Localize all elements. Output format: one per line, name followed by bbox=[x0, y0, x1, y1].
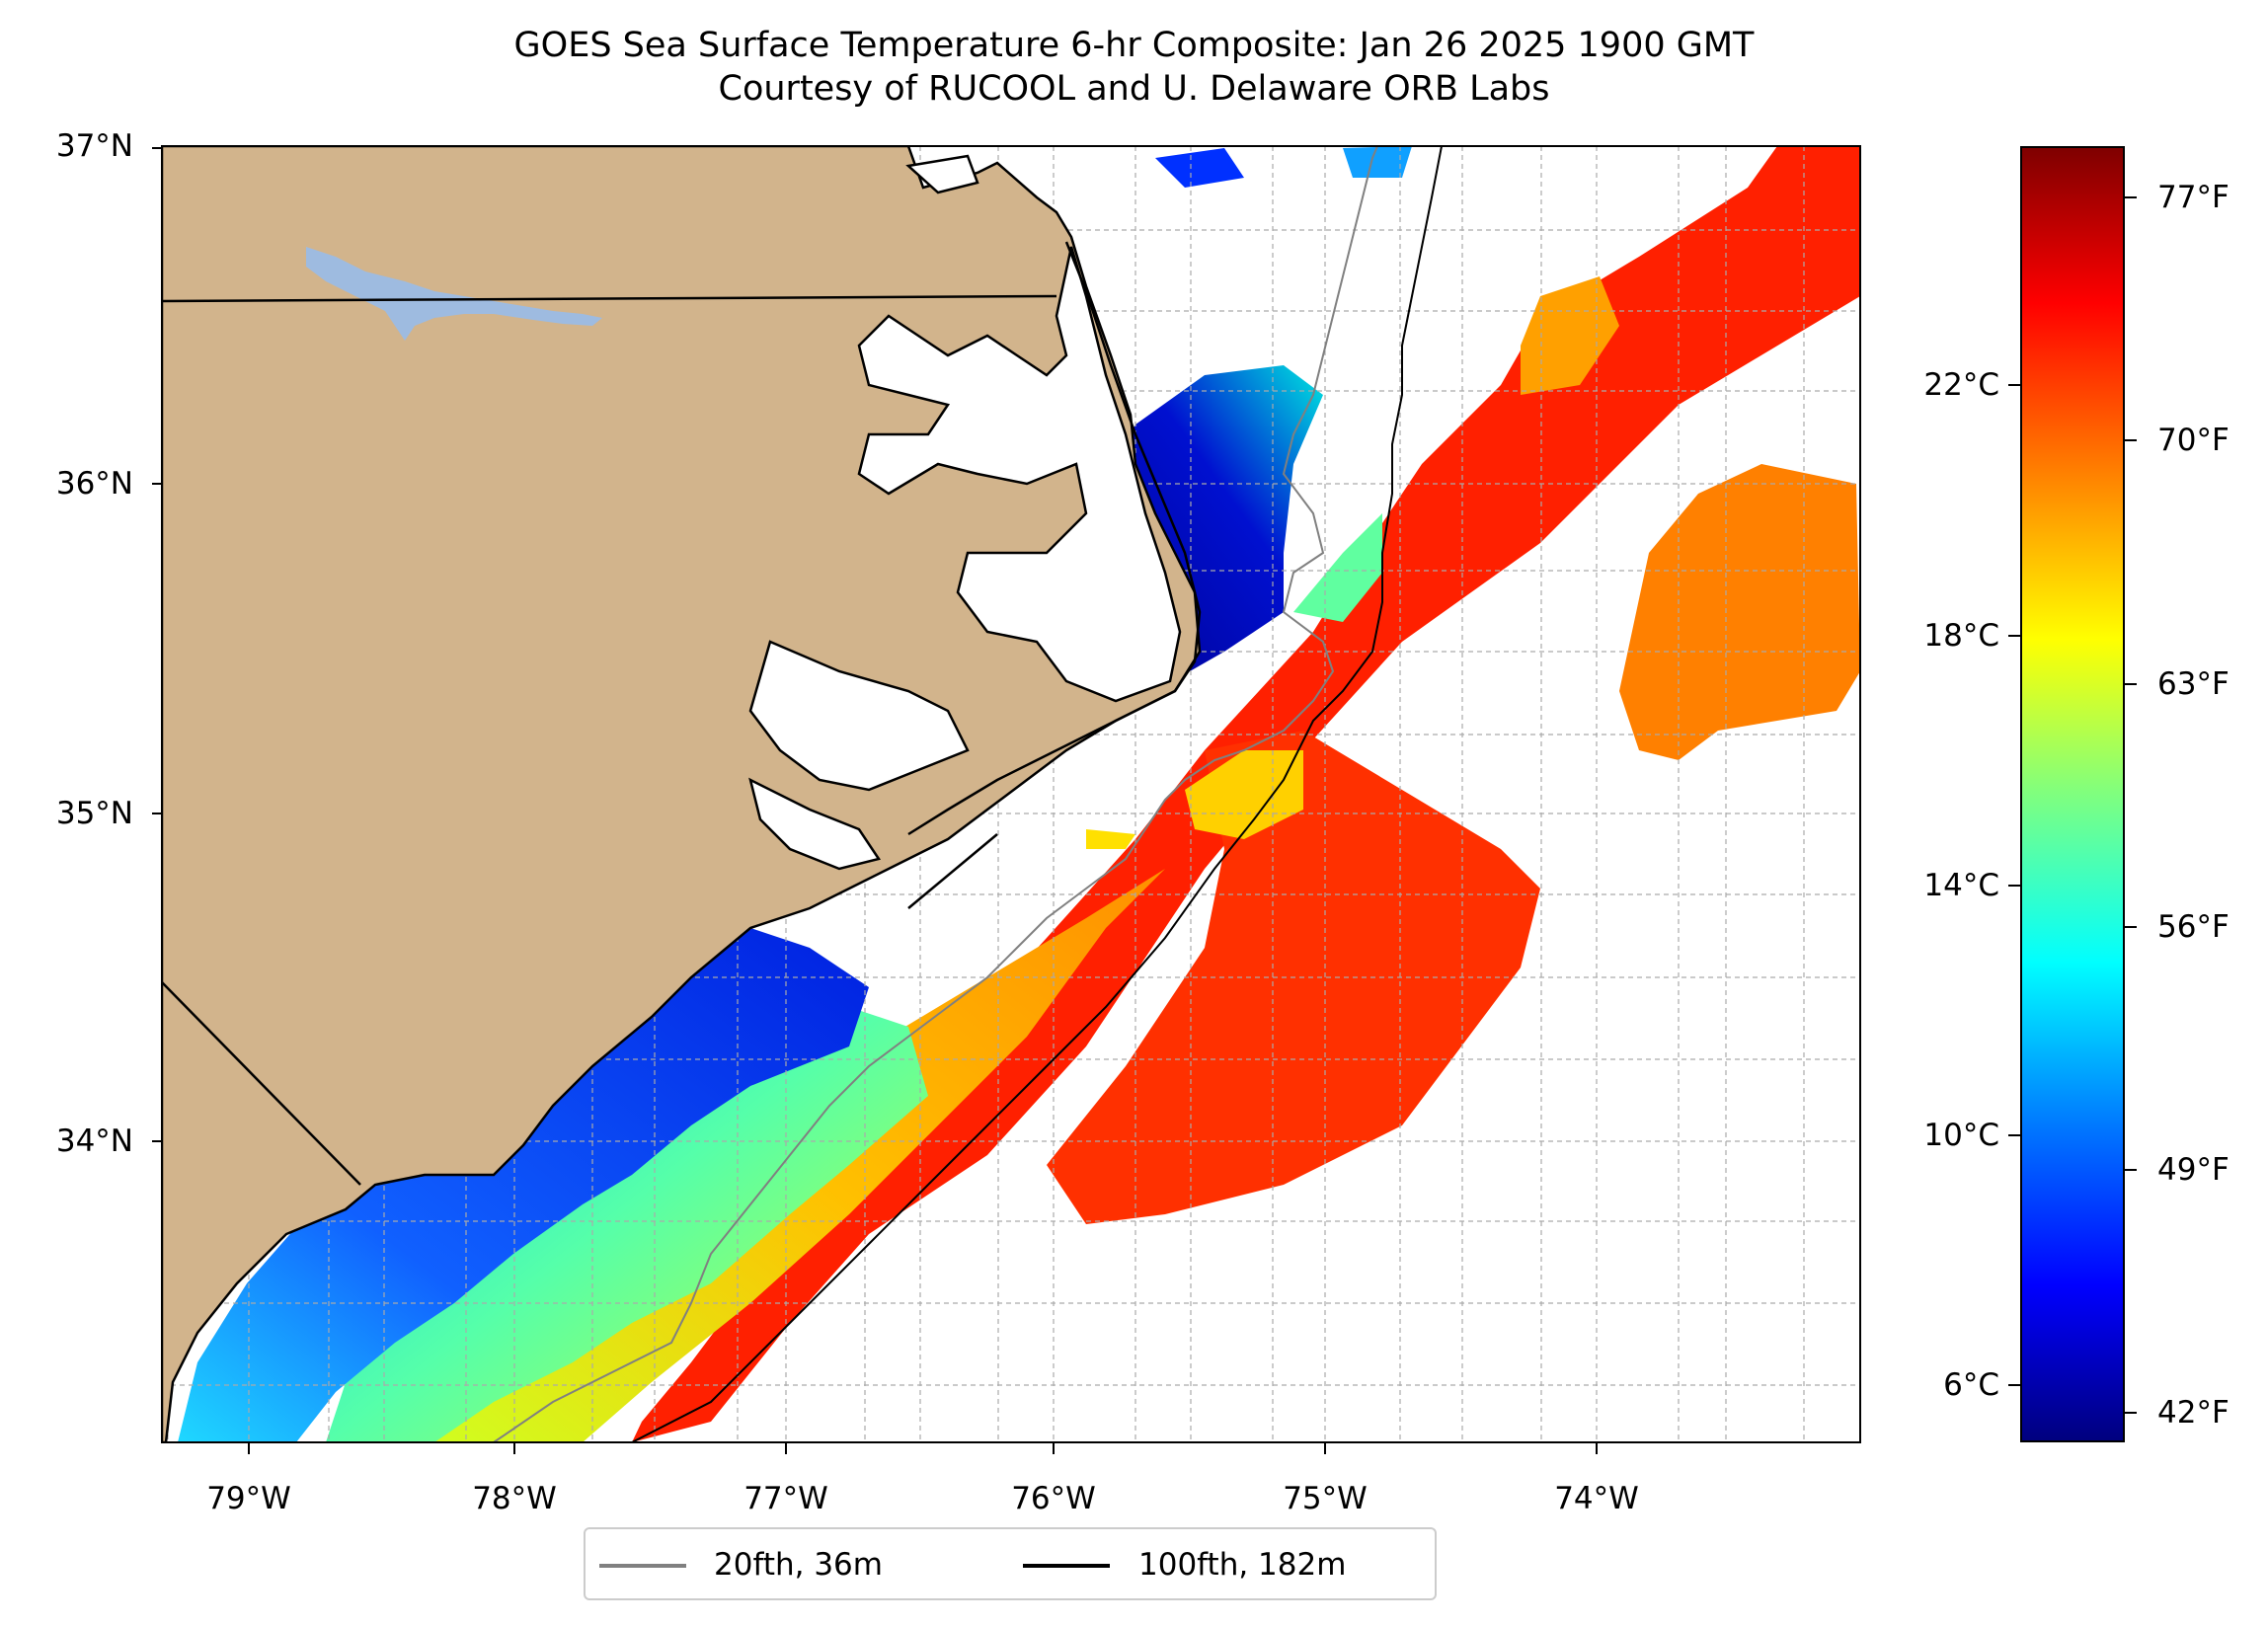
map-frame bbox=[161, 145, 1861, 1443]
isobath-legend: 20fth, 36m 100fth, 182m bbox=[584, 1527, 1437, 1600]
lon-label-77: 77°W bbox=[743, 1481, 828, 1516]
colorbar-tick-c bbox=[2008, 1134, 2020, 1136]
map-title: GOES Sea Surface Temperature 6-hr Compos… bbox=[513, 26, 1755, 65]
legend-swatch-100fth bbox=[1023, 1564, 1110, 1568]
outer-banks bbox=[907, 241, 1202, 836]
outer-banks-green-patch bbox=[1293, 513, 1382, 622]
legend-swatch-20fth bbox=[599, 1564, 686, 1568]
isobath-100fth bbox=[631, 146, 1443, 1442]
warm-eddy-patch bbox=[1619, 464, 1860, 760]
lon-label-78: 78°W bbox=[472, 1481, 557, 1516]
colorbar-label-70f: 70°F bbox=[2157, 423, 2229, 458]
cape-lookout-island bbox=[907, 833, 998, 909]
lon-label-74: 74°W bbox=[1554, 1481, 1639, 1516]
north-cyan-patch bbox=[1343, 146, 1412, 178]
legend-label-100fth: 100fth, 182m bbox=[1138, 1547, 1347, 1583]
isobath-20fth bbox=[493, 146, 1378, 1442]
colorbar-tick-c bbox=[2008, 1384, 2020, 1386]
lat-label-36: 36°N bbox=[55, 466, 133, 502]
map-area bbox=[162, 146, 1860, 1442]
eddy-yellow-patch bbox=[1185, 750, 1303, 839]
lon-label-76: 76°W bbox=[1011, 1481, 1096, 1516]
lat-label-34: 34°N bbox=[55, 1123, 133, 1159]
colorbar-tick-c bbox=[2008, 384, 2020, 386]
lat-label-35: 35°N bbox=[55, 796, 133, 831]
yellow-spot-patch bbox=[1086, 829, 1135, 849]
coastal-blue-patch bbox=[178, 928, 869, 1442]
colorbar-label-14c: 14°C bbox=[1923, 868, 1999, 903]
colorbar-tick-f bbox=[2125, 439, 2137, 441]
colorbar-tick-f bbox=[2125, 1412, 2137, 1414]
northeast-orange-patch bbox=[1521, 276, 1619, 395]
colorbar-label-42f: 42°F bbox=[2157, 1395, 2229, 1431]
inland-waters bbox=[748, 154, 1182, 871]
colorbar-tick-c bbox=[2008, 885, 2020, 887]
colorbar-tick-f bbox=[2125, 196, 2137, 198]
state-borders bbox=[162, 294, 1057, 1186]
colorbar-tick-c bbox=[2008, 635, 2020, 637]
temperature-colorbar bbox=[2020, 146, 2125, 1442]
land-mass bbox=[162, 146, 1202, 1442]
colorbar-label-49f: 49°F bbox=[2157, 1152, 2229, 1188]
lake bbox=[306, 247, 602, 341]
colorbar-label-18c: 18°C bbox=[1923, 618, 1999, 654]
colorbar-label-63f: 63°F bbox=[2157, 666, 2229, 702]
lat-label-37: 37°N bbox=[55, 128, 133, 164]
axis-ticks bbox=[152, 147, 1598, 1454]
midshelf-green-patch bbox=[326, 968, 928, 1442]
colorbar-label-10c: 10°C bbox=[1923, 1118, 1999, 1153]
legend-label-20fth: 20fth, 36m bbox=[714, 1547, 883, 1583]
colorbar-label-6c: 6°C bbox=[1943, 1367, 1999, 1403]
colorbar-label-56f: 56°F bbox=[2157, 909, 2229, 945]
lon-label-75: 75°W bbox=[1283, 1481, 1368, 1516]
colorbar-tick-f bbox=[2125, 926, 2137, 928]
colorbar-label-22c: 22°C bbox=[1923, 367, 1999, 403]
colorbar-tick-f bbox=[2125, 683, 2137, 685]
map-subtitle: Courtesy of RUCOOL and U. Delaware ORB L… bbox=[718, 69, 1550, 109]
lon-label-79: 79°W bbox=[206, 1481, 291, 1516]
north-blue-patch bbox=[1155, 148, 1244, 188]
colorbar-tick-f bbox=[2125, 1169, 2137, 1171]
colorbar-label-77f: 77°F bbox=[2157, 180, 2229, 215]
